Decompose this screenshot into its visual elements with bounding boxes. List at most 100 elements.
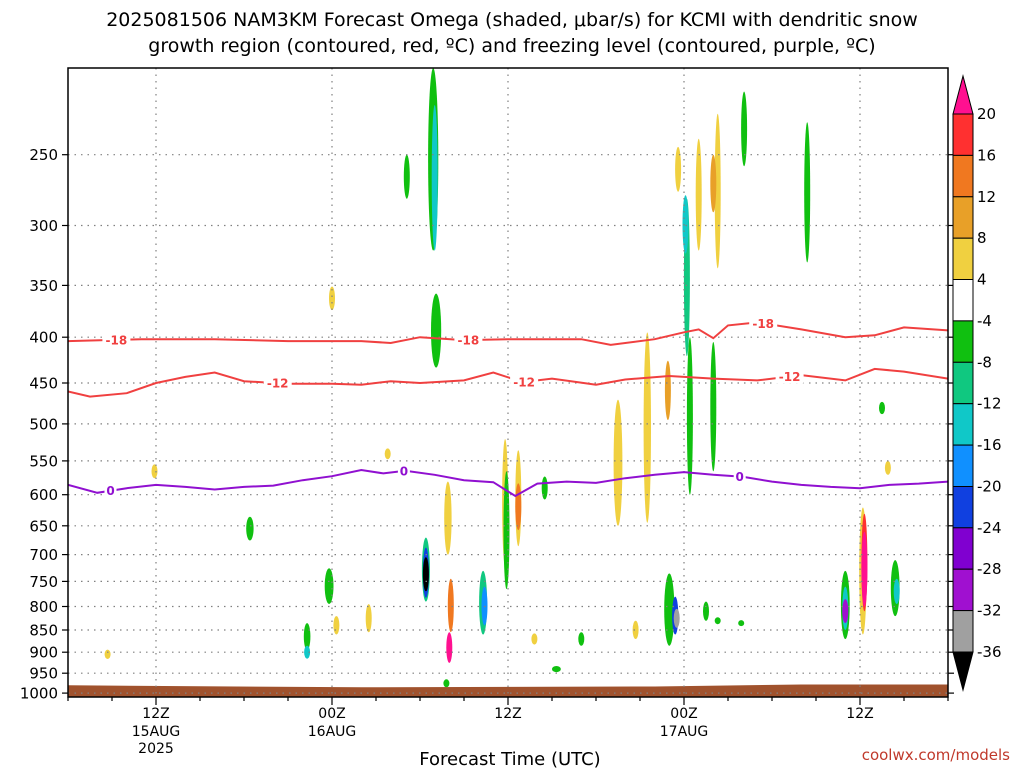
colorbar-top-triangle bbox=[952, 74, 974, 115]
omega-blob-26 bbox=[503, 471, 510, 590]
colorbar-label-3: 8 bbox=[977, 229, 987, 247]
omega-blob-20 bbox=[443, 679, 450, 688]
x-tick-label-3: 00Z bbox=[670, 706, 697, 722]
y-tick-label-950: 950 bbox=[29, 665, 58, 683]
colorbar-label-9: -20 bbox=[977, 478, 1002, 496]
omega-blob-50 bbox=[804, 122, 811, 263]
omega-blob-0 bbox=[104, 649, 111, 659]
omega-blob-10 bbox=[403, 154, 410, 199]
omega-blob-29 bbox=[552, 666, 561, 673]
contour-label-bg bbox=[733, 469, 746, 484]
colorbar-swatch-7 bbox=[952, 403, 974, 446]
colorbar-bottom-triangle bbox=[952, 651, 974, 692]
omega-blob-38 bbox=[675, 146, 682, 192]
contour-label--18-0: -18 bbox=[106, 333, 128, 347]
contour-label-0-2: 0 bbox=[736, 470, 744, 484]
y-axis-ticks: 250 300 350 400 450 500 550 600 650 700 750 800 850 9… bbox=[20, 146, 954, 703]
contour-label-bg bbox=[397, 463, 410, 478]
omega-blob-40 bbox=[686, 337, 693, 495]
omega-blob-44 bbox=[710, 154, 717, 213]
colorbar-swatch-2 bbox=[952, 196, 974, 239]
omega-blob-6 bbox=[333, 616, 340, 635]
omega-blob-19 bbox=[446, 632, 453, 663]
colorbar-swatch-5 bbox=[952, 320, 974, 363]
contour--18 bbox=[68, 321, 948, 346]
omega-shading bbox=[104, 68, 900, 688]
omega-blob-9 bbox=[384, 448, 391, 460]
contour-label-bg bbox=[454, 333, 483, 347]
omega-blob-28 bbox=[541, 476, 548, 500]
contour-label--18-1: -18 bbox=[458, 334, 480, 348]
contour-label-bg bbox=[775, 369, 804, 384]
colorbar-label-1: 16 bbox=[977, 146, 996, 164]
omega-blob-25 bbox=[515, 483, 522, 531]
omega-blob-41 bbox=[682, 195, 689, 254]
y-tick-label-450: 450 bbox=[29, 375, 58, 393]
omega-blob-37 bbox=[673, 608, 680, 628]
colorbar-label-13: -36 bbox=[977, 643, 1002, 661]
x-tick-date-3: 17AUG bbox=[660, 724, 709, 740]
y-tick-label-850: 850 bbox=[29, 622, 58, 640]
contour-label-bg bbox=[510, 374, 539, 389]
omega-blob-2 bbox=[246, 516, 254, 541]
omega-blob-49 bbox=[741, 91, 748, 167]
y-tick-label-1000: 1000 bbox=[20, 685, 58, 703]
omega-blob-5 bbox=[324, 568, 334, 604]
contour-label-0-0: 0 bbox=[106, 484, 114, 498]
contour-label-bg bbox=[104, 483, 117, 498]
contour-label--12-0: -12 bbox=[267, 377, 289, 391]
y-tick-label-900: 900 bbox=[29, 644, 58, 662]
grid-lines bbox=[68, 68, 948, 697]
omega-blob-17 bbox=[444, 481, 452, 555]
omega-blob-1 bbox=[151, 464, 158, 479]
colorbar-swatch-10 bbox=[952, 527, 974, 570]
y-tick-label-600: 600 bbox=[29, 486, 58, 504]
omega-blob-27 bbox=[531, 633, 538, 645]
omega-blob-16 bbox=[422, 557, 429, 592]
x-tick-label-4: 12Z bbox=[846, 706, 873, 722]
contour-label-0-1: 0 bbox=[400, 464, 408, 478]
omega-blob-33 bbox=[664, 360, 671, 420]
x-axis-label: Forecast Time (UTC) bbox=[419, 749, 600, 768]
omega-blob-48 bbox=[738, 620, 745, 627]
colorbar-swatch-1 bbox=[952, 154, 974, 198]
omega-blob-46 bbox=[703, 601, 709, 621]
terrain-band bbox=[68, 684, 948, 697]
omega-blob-4 bbox=[304, 645, 311, 659]
colorbar-label-4: 4 bbox=[977, 271, 987, 289]
x-tick-year-0: 2025 bbox=[138, 741, 174, 757]
contour-0 bbox=[68, 468, 948, 498]
temperature-contours: -18 -18 -18 -12 -12 -12 0 0 0 bbox=[68, 316, 948, 498]
omega-blob-35 bbox=[664, 573, 675, 646]
omega-blob-42 bbox=[695, 138, 702, 251]
terrain-fill bbox=[68, 684, 948, 697]
contour-label-bg bbox=[749, 316, 778, 331]
colorbar-label-12: -32 bbox=[977, 602, 1002, 620]
omega-blob-34 bbox=[632, 620, 639, 640]
contour-label-bg bbox=[263, 376, 292, 391]
colorbar-swatch-8 bbox=[952, 444, 974, 488]
omega-blob-53 bbox=[842, 599, 849, 624]
colorbar-label-11: -28 bbox=[977, 560, 1002, 578]
x-tick-label-2: 12Z bbox=[494, 706, 521, 722]
y-tick-label-400: 400 bbox=[29, 329, 58, 347]
colorbar-swatch-3 bbox=[952, 237, 974, 281]
y-tick-label-700: 700 bbox=[29, 546, 58, 564]
omega-blob-31 bbox=[613, 399, 623, 526]
omega-blob-47 bbox=[714, 617, 721, 625]
colorbar-label-5: -4 bbox=[977, 312, 992, 330]
x-tick-date-0: 15AUG bbox=[132, 724, 181, 740]
omega-blob-56 bbox=[861, 531, 868, 607]
omega-blob-43 bbox=[714, 113, 721, 269]
y-tick-label-750: 750 bbox=[29, 573, 58, 591]
y-tick-label-300: 300 bbox=[29, 217, 58, 235]
omega-blob-7 bbox=[365, 604, 372, 633]
omega-blob-18 bbox=[447, 578, 454, 633]
chart-title-line2: growth region (contoured, red, ºC) and f… bbox=[148, 35, 875, 57]
x-tick-label-1: 00Z bbox=[318, 706, 345, 722]
contour-label--12-1: -12 bbox=[513, 375, 535, 389]
y-tick-label-350: 350 bbox=[29, 277, 58, 295]
omega-blob-8 bbox=[329, 286, 335, 311]
